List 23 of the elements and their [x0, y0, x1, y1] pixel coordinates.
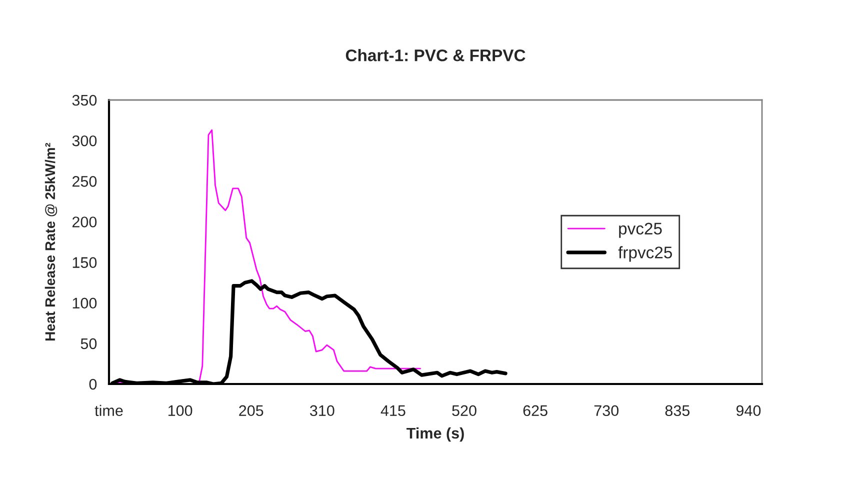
y-tick-label: 300: [72, 135, 97, 146]
y-tick-label: 250: [72, 176, 97, 187]
x-tick-label: 205: [239, 405, 264, 416]
x-tick-label: 520: [452, 405, 476, 416]
x-tick-label: 100: [168, 405, 192, 416]
y-axis-title: Heat Release Rate @ 25kW/m²: [44, 142, 58, 340]
y-tick-label: 150: [72, 257, 97, 268]
x-tick-label: 415: [380, 405, 406, 416]
x-tick-label: 835: [665, 405, 690, 416]
y-tick-label: 200: [72, 216, 97, 228]
y-tick-label: 350: [72, 94, 97, 106]
y-tick-label: 50: [80, 338, 97, 350]
x-tick-label: 310: [310, 405, 334, 416]
x-axis-title: Time (s): [406, 427, 464, 442]
x-tick-label: 625: [523, 405, 548, 416]
legend-label: frpvc25: [618, 246, 672, 262]
x-tick-label: time: [94, 404, 123, 416]
y-tick-label: 0: [89, 378, 97, 390]
x-tick-label: 940: [736, 405, 761, 416]
x-tick-label: 730: [594, 405, 619, 416]
y-tick-label: 100: [72, 298, 97, 309]
legend-label: pvc25: [619, 222, 662, 238]
chart-title: Chart-1: PVC & FRPVC: [346, 49, 526, 62]
